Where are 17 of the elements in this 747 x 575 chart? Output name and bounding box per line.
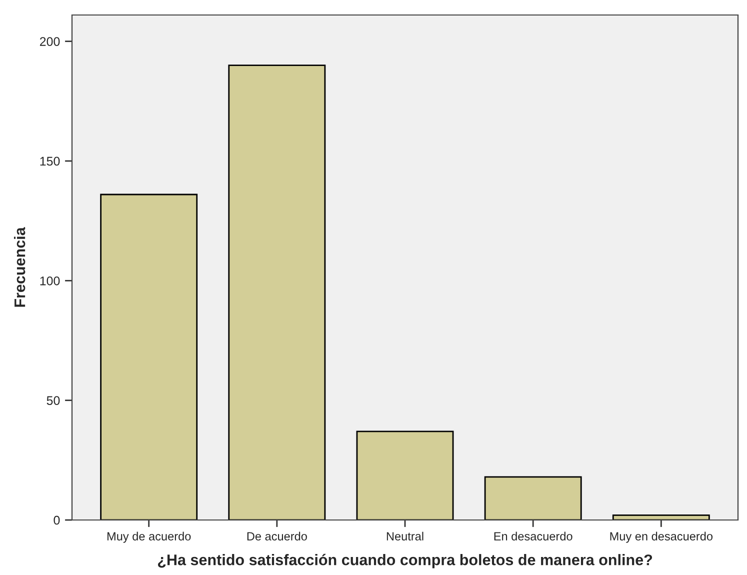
- y-tick-label: 0: [54, 516, 60, 525]
- x-axis-title: ¿Ha sentido satisfacción cuando compra boletos de manera online?: [158, 554, 652, 568]
- bar: [612, 514, 710, 520]
- y-tick-label: 200: [40, 37, 60, 46]
- x-tick-label: De acuerdo: [247, 532, 307, 540]
- x-tick-label: En desacuerdo: [494, 532, 572, 540]
- bar: [228, 64, 326, 520]
- y-tick-label: 100: [40, 276, 60, 286]
- bar: [100, 194, 198, 520]
- bar: [484, 476, 582, 520]
- y-tick-label: 50: [46, 396, 60, 405]
- x-tick-label: Neutral: [386, 532, 424, 540]
- bar: [356, 430, 454, 520]
- y-tick-label: 150: [40, 156, 60, 166]
- x-tick-label: Muy en desacuerdo: [610, 532, 713, 543]
- y-axis-title: Frecuencia: [14, 227, 26, 307]
- x-tick-label: Muy de acuerdo: [107, 532, 191, 543]
